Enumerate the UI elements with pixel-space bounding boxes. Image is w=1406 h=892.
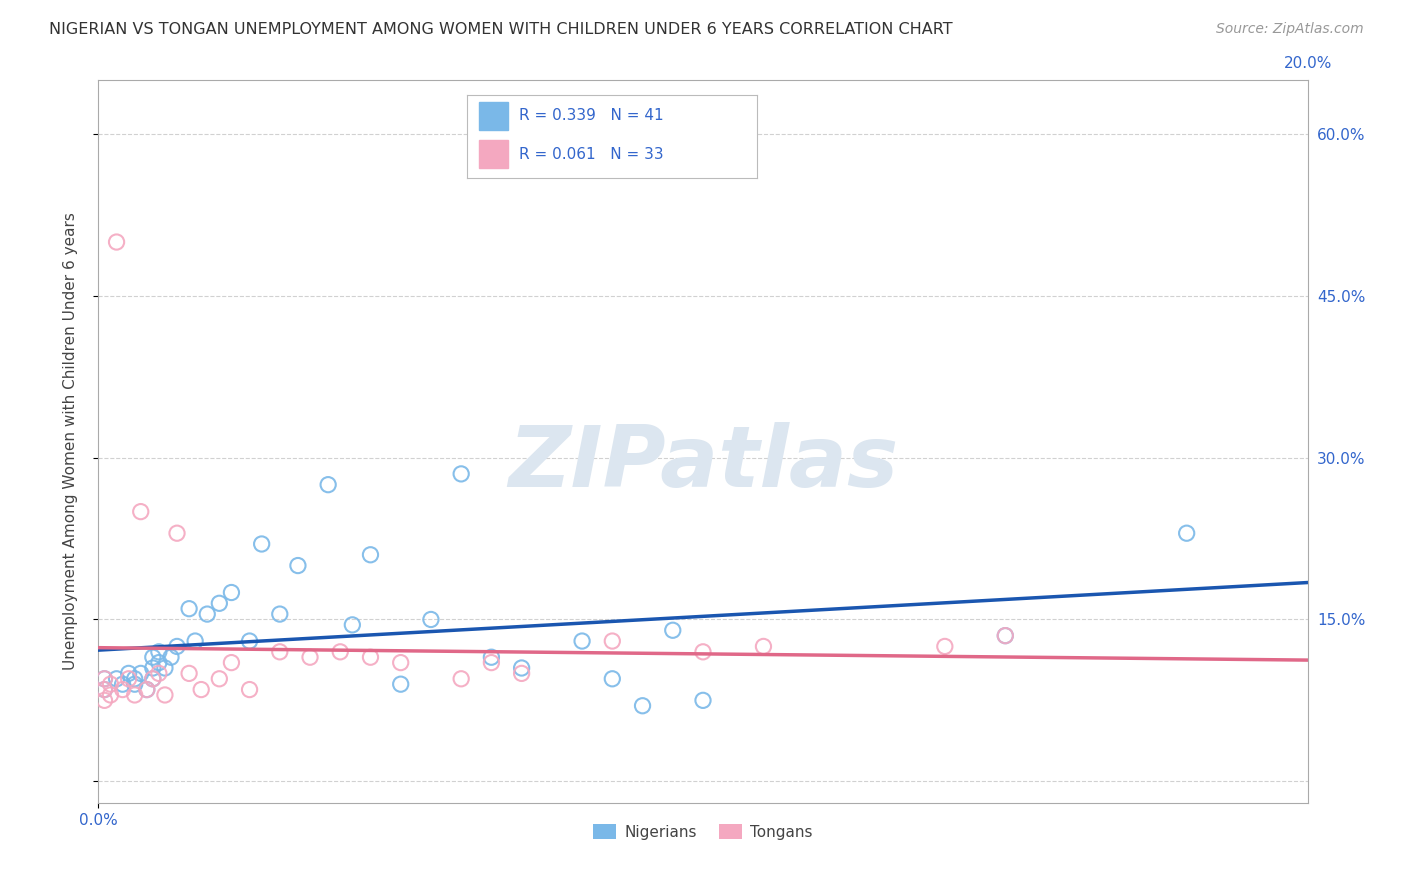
Point (602, 672, 624, 686)
Point (221, 585, 243, 599)
Point (269, 607, 291, 621)
Point (160, 650, 183, 665)
Point (179, 666, 201, 681)
Point (105, 235, 128, 249)
Point (142, 661, 165, 675)
Point (420, 612, 443, 626)
Point (450, 467, 472, 481)
Point (1175, 526, 1198, 541)
Point (153, 688, 176, 702)
Point (934, 640, 956, 654)
Point (93, 693, 115, 707)
Point (105, 672, 128, 686)
Point (450, 672, 472, 686)
Point (148, 645, 170, 659)
Point (142, 672, 165, 686)
Point (124, 688, 146, 702)
Point (148, 656, 170, 670)
Point (100, 677, 122, 691)
Point (994, 629, 1017, 643)
Point (142, 650, 165, 665)
Point (129, 666, 152, 681)
Point (752, 640, 775, 654)
Point (111, 682, 134, 697)
Point (179, 601, 201, 615)
Point (148, 666, 170, 681)
Point (93, 672, 115, 686)
Point (631, 698, 654, 713)
Point (692, 693, 714, 707)
Point (239, 634, 262, 648)
Text: NIGERIAN VS TONGAN UNEMPLOYMENT AMONG WOMEN WITH CHILDREN UNDER 6 YEARS CORRELAT: NIGERIAN VS TONGAN UNEMPLOYMENT AMONG WO… (49, 22, 953, 37)
Point (118, 666, 141, 681)
Point (316, 477, 339, 491)
Point (269, 645, 291, 659)
Point (481, 656, 503, 670)
Point (299, 650, 322, 665)
Point (661, 624, 683, 638)
Point (129, 505, 152, 519)
Point (329, 645, 352, 659)
Point (571, 634, 593, 648)
Text: ZIPatlas: ZIPatlas (508, 422, 898, 505)
Point (195, 607, 218, 621)
Point (250, 537, 273, 551)
Point (93, 682, 115, 697)
Point (184, 634, 207, 648)
Point (93, 682, 115, 697)
Point (135, 682, 157, 697)
Point (389, 656, 412, 670)
Legend: Nigerians, Tongans: Nigerians, Tongans (588, 818, 818, 846)
Point (118, 672, 141, 686)
Point (360, 650, 382, 665)
Point (510, 661, 533, 675)
Y-axis label: Unemployment Among Women with Children Under 6 years: Unemployment Among Women with Children U… (63, 212, 77, 671)
Point (166, 640, 188, 654)
Point (190, 682, 212, 697)
Point (221, 656, 243, 670)
Text: Source: ZipAtlas.com: Source: ZipAtlas.com (1216, 22, 1364, 37)
Point (142, 672, 165, 686)
Point (93, 672, 115, 686)
Point (153, 661, 176, 675)
Point (208, 596, 231, 610)
Point (100, 688, 122, 702)
Point (135, 682, 157, 697)
Point (124, 672, 146, 686)
Point (994, 629, 1017, 643)
Point (287, 558, 309, 573)
Point (602, 634, 624, 648)
Point (481, 650, 503, 665)
Point (239, 682, 262, 697)
Point (692, 645, 714, 659)
Point (111, 677, 134, 691)
Point (208, 672, 231, 686)
Point (342, 618, 364, 632)
Point (389, 677, 412, 691)
Point (124, 677, 146, 691)
Point (166, 526, 188, 541)
Point (360, 548, 382, 562)
Point (510, 666, 533, 681)
